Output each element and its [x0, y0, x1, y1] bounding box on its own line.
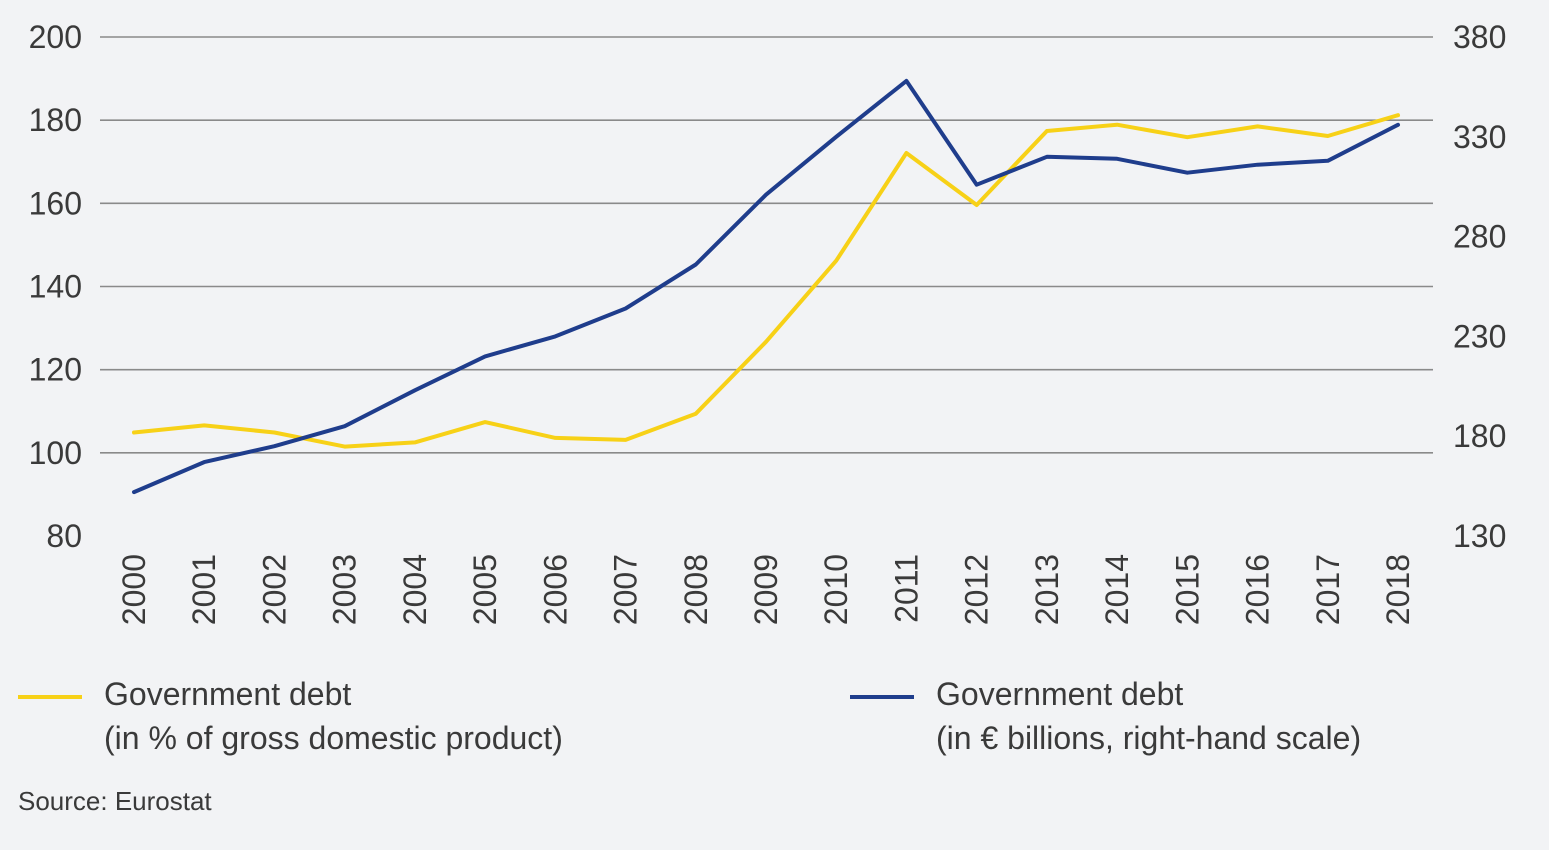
- right-tick-label: 230: [1453, 318, 1506, 354]
- x-tick-label: 2002: [256, 554, 292, 625]
- legend-label-billions-line1: Government debt: [936, 676, 1184, 712]
- legend-label-gdp: Government debt (in % of gross domestic …: [104, 672, 563, 760]
- legend-label-billions-line2: (in € billions, right-hand scale): [936, 720, 1362, 756]
- x-tick-label: 2016: [1240, 554, 1276, 625]
- x-tick-label: 2012: [959, 554, 995, 625]
- x-tick-label: 2011: [888, 554, 924, 623]
- x-tick-label: 2017: [1310, 554, 1346, 625]
- x-tick-label: 2015: [1169, 554, 1205, 625]
- right-tick-label: 130: [1453, 518, 1506, 554]
- x-tick-label: 2014: [1099, 554, 1135, 625]
- right-tick-label: 330: [1453, 119, 1506, 155]
- series-group: [132, 78, 1400, 495]
- x-tick-label: 2009: [748, 554, 784, 625]
- x-tick-label: 2005: [467, 554, 503, 625]
- x-tick-label: 2008: [678, 554, 714, 625]
- x-tick-label: 2018: [1380, 554, 1416, 625]
- x-tick-label: 2013: [1029, 554, 1065, 625]
- x-tick-label: 2001: [186, 554, 222, 625]
- x-tick-label: 2010: [818, 554, 854, 625]
- legend: Government debt (in % of gross domestic …: [18, 672, 1538, 762]
- right-tick-label: 180: [1453, 418, 1506, 454]
- left-tick-label: 140: [29, 269, 82, 305]
- x-tick-label: 2004: [397, 554, 433, 625]
- x-tick-label: 2003: [327, 554, 363, 625]
- x-tick-label: 2006: [537, 554, 573, 625]
- legend-label-gdp-line2: (in % of gross domestic product): [104, 720, 563, 756]
- left-tick-label: 80: [46, 518, 82, 554]
- left-tick-label: 200: [29, 19, 82, 55]
- source-note: Source: Eurostat: [18, 786, 212, 816]
- x-tick-label: 2007: [608, 554, 644, 625]
- legend-swatch-gdp: [18, 695, 82, 699]
- x-tick-label: 2000: [116, 554, 152, 625]
- legend-label-gdp-line1: Government debt: [104, 676, 352, 712]
- right-tick-label: 380: [1453, 19, 1506, 55]
- left-tick-label: 160: [29, 185, 82, 221]
- legend-swatch-billions: [850, 695, 914, 699]
- grid: [100, 36, 1433, 454]
- left-tick-label: 120: [29, 352, 82, 388]
- left-axis: 80 100 120 140 160 180 200: [29, 19, 82, 554]
- x-axis: 2000 2001 2002 2003 2004 2005 2006 2007 2008 2009…: [116, 554, 1416, 625]
- series-line-gdp: [132, 113, 1400, 449]
- left-tick-label: 100: [29, 435, 82, 471]
- left-tick-label: 180: [29, 102, 82, 138]
- right-tick-label: 280: [1453, 219, 1506, 255]
- legend-label-billions: Government debt (in € billions, right-ha…: [936, 672, 1361, 760]
- right-axis: 130 180 230 280 330 380: [1453, 19, 1506, 554]
